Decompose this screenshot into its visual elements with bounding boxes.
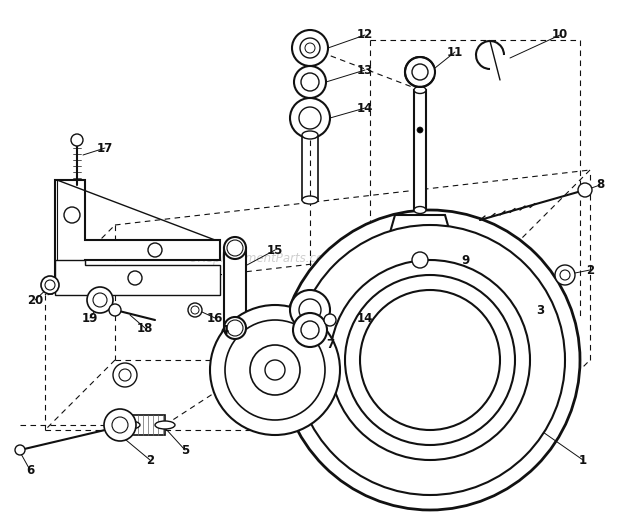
Circle shape [112, 417, 128, 433]
Circle shape [301, 321, 319, 339]
Text: 3: 3 [536, 303, 544, 316]
Polygon shape [55, 180, 220, 290]
Text: 6: 6 [26, 464, 34, 477]
Circle shape [300, 38, 320, 58]
Circle shape [299, 107, 321, 129]
Text: 9: 9 [461, 254, 469, 267]
Text: 17: 17 [97, 141, 113, 155]
Text: 11: 11 [447, 45, 463, 58]
Polygon shape [130, 415, 165, 435]
Circle shape [560, 270, 570, 280]
Circle shape [305, 43, 315, 53]
Circle shape [324, 314, 336, 326]
Text: 5: 5 [181, 444, 189, 457]
Ellipse shape [155, 421, 175, 429]
Circle shape [191, 306, 199, 314]
Circle shape [225, 320, 325, 420]
Ellipse shape [414, 87, 426, 93]
Circle shape [45, 280, 55, 290]
Circle shape [412, 252, 428, 268]
Circle shape [188, 303, 202, 317]
Text: 19: 19 [82, 312, 98, 325]
Circle shape [148, 243, 162, 257]
Circle shape [64, 207, 80, 223]
Circle shape [104, 409, 136, 441]
Circle shape [265, 360, 285, 380]
Circle shape [119, 369, 131, 381]
Circle shape [299, 299, 321, 321]
Circle shape [113, 363, 137, 387]
Circle shape [292, 30, 328, 66]
Ellipse shape [224, 237, 246, 259]
Circle shape [301, 73, 319, 91]
Circle shape [405, 57, 435, 87]
Bar [224, 248, 246, 328]
Bar [414, 90, 426, 210]
Text: 2: 2 [586, 264, 594, 277]
Text: 13: 13 [357, 64, 373, 77]
Circle shape [578, 183, 592, 197]
Circle shape [227, 240, 243, 256]
Ellipse shape [414, 207, 426, 213]
Text: 8: 8 [596, 179, 604, 192]
Text: 12: 12 [357, 29, 373, 42]
Circle shape [227, 320, 243, 336]
Text: 7: 7 [326, 338, 334, 351]
Ellipse shape [302, 131, 318, 139]
Text: ©ReplacementParts.com: ©ReplacementParts.com [186, 252, 335, 265]
Text: 1: 1 [579, 454, 587, 467]
Text: 2: 2 [146, 454, 154, 467]
Circle shape [71, 134, 83, 146]
Circle shape [330, 260, 530, 460]
Circle shape [295, 225, 565, 495]
Polygon shape [55, 260, 220, 295]
Text: 20: 20 [27, 293, 43, 306]
Ellipse shape [120, 421, 140, 429]
Circle shape [93, 293, 107, 307]
Text: 4: 4 [221, 324, 229, 337]
Circle shape [417, 127, 423, 133]
Ellipse shape [224, 317, 246, 339]
Circle shape [290, 290, 330, 330]
Text: 14: 14 [357, 101, 373, 114]
Circle shape [293, 313, 327, 347]
Text: 18: 18 [137, 322, 153, 335]
Text: 16: 16 [207, 312, 223, 325]
Text: 14: 14 [357, 312, 373, 325]
Text: 10: 10 [552, 29, 568, 42]
Circle shape [290, 98, 330, 138]
Circle shape [41, 276, 59, 294]
Circle shape [210, 305, 340, 435]
Text: 15: 15 [267, 243, 283, 256]
Circle shape [345, 275, 515, 445]
Circle shape [280, 210, 580, 510]
Circle shape [128, 271, 142, 285]
Circle shape [87, 287, 113, 313]
Circle shape [412, 64, 428, 80]
Circle shape [294, 66, 326, 98]
Ellipse shape [302, 196, 318, 204]
Circle shape [555, 265, 575, 285]
Circle shape [109, 304, 121, 316]
Circle shape [15, 445, 25, 455]
Circle shape [360, 290, 500, 430]
Polygon shape [385, 215, 455, 310]
Circle shape [250, 345, 300, 395]
